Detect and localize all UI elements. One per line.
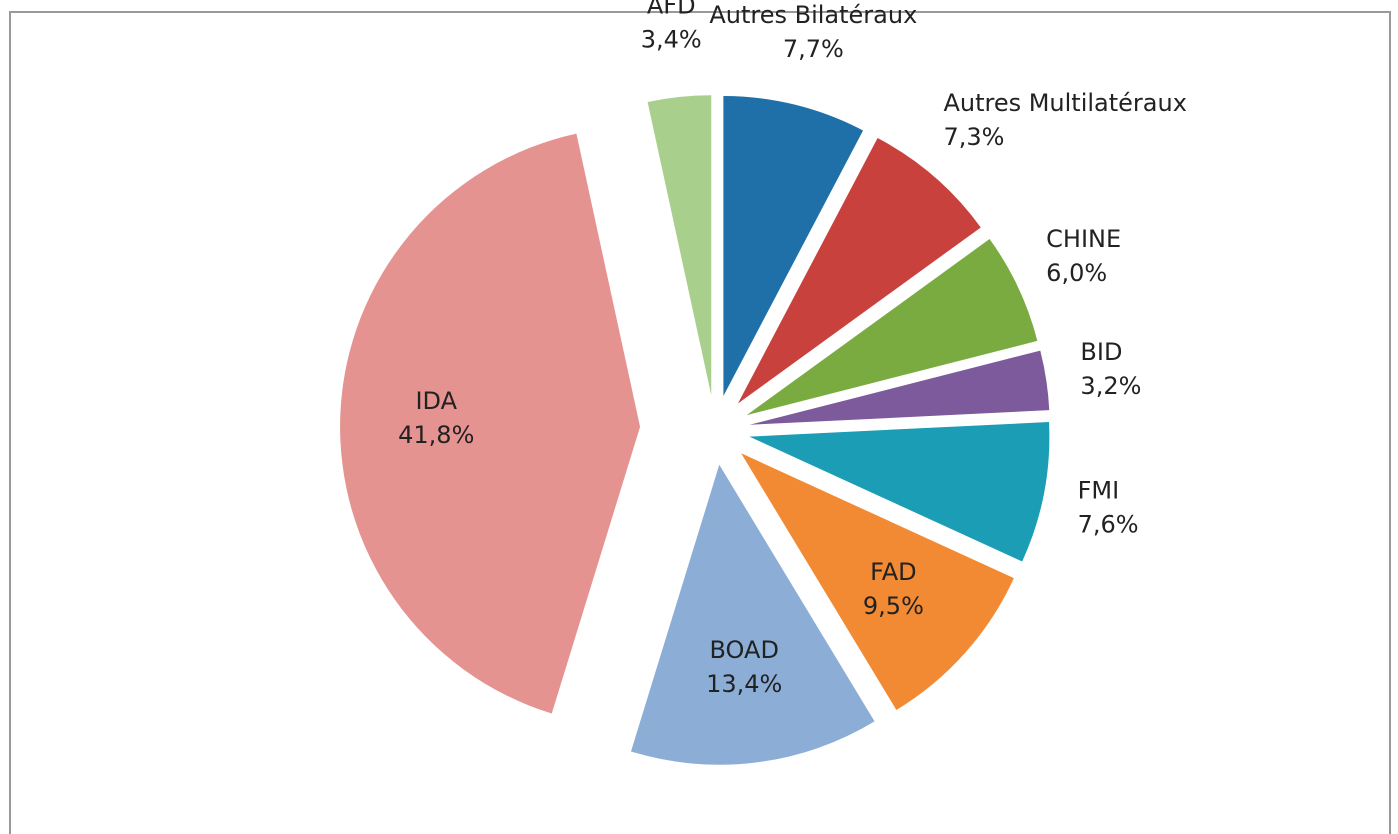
slice-value-label: 3,4%: [641, 25, 702, 53]
slice-name: Autres Bilatéraux: [709, 1, 917, 29]
slice-name: IDA: [415, 387, 457, 415]
slice-name: Autres Multilatéraux: [943, 89, 1186, 117]
slice-value-label: 7,6%: [1078, 511, 1139, 539]
slice-value-label: 7,7%: [783, 35, 844, 63]
slice-value-label: 41,8%: [398, 421, 474, 449]
slice-name: AFD: [647, 0, 696, 19]
slice-value-label: 13,4%: [706, 670, 782, 698]
slice-name: CHINE: [1046, 225, 1121, 253]
pie-slice: [630, 464, 875, 765]
slice-name: FAD: [870, 558, 917, 586]
slice-name: FMI: [1078, 477, 1120, 505]
slice-value-label: 7,3%: [943, 123, 1004, 151]
pie-slice: [723, 96, 864, 397]
pie-slice: [340, 133, 641, 714]
slice-name: BOAD: [710, 636, 779, 664]
slice-value-label: 3,2%: [1080, 372, 1141, 400]
pie-slice: [749, 350, 1050, 425]
pie-slice: [746, 239, 1038, 416]
pie-slice: [741, 453, 1014, 710]
pie-slice: [749, 422, 1050, 562]
slice-name: BID: [1080, 338, 1122, 366]
pie-slice: [647, 95, 712, 396]
pie-slice: [737, 138, 981, 404]
slice-value-label: 6,0%: [1046, 259, 1107, 287]
slice-value-label: 9,5%: [863, 592, 924, 620]
